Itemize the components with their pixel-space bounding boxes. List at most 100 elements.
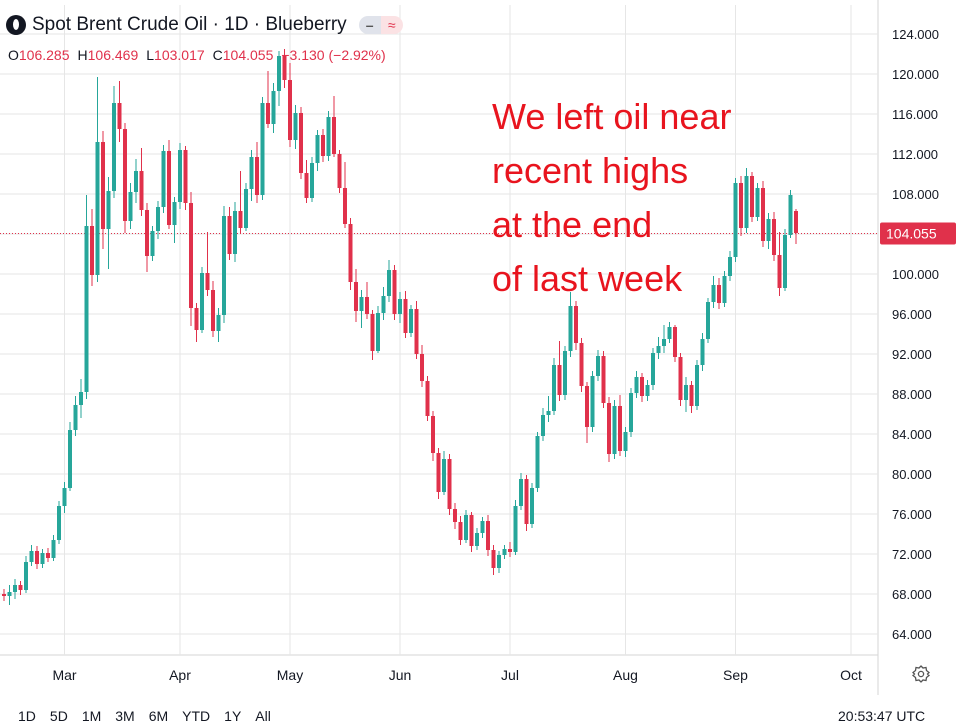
candle-body [590,376,595,427]
candle-body [722,276,727,303]
open-label: O [8,47,19,63]
candle-body [761,188,765,241]
range-toolbar: 1D 5D 1M 3M 6M YTD 1Y All [18,708,271,724]
candle-body [574,306,578,343]
low-value: 103.017 [154,47,205,63]
close-value: 104.055 [222,47,274,63]
symbol-title[interactable]: Spot Brent Crude Oil · 1D · Blueberry [32,14,347,35]
settings-gear-icon[interactable] [912,665,930,683]
candle-body [90,226,94,275]
candle-body [651,353,655,385]
y-tick-label: 68.000 [892,587,932,602]
y-tick-label: 108.000 [892,187,939,202]
range-button-1m[interactable]: 1M [81,708,102,724]
candle-body [436,453,441,492]
candle-body [508,549,512,552]
candle-body [145,210,149,256]
candle-body [453,509,457,522]
candle-body [238,211,243,228]
y-tick-label: 84.000 [892,427,932,442]
oil-drop-icon [6,15,26,35]
range-button-3m[interactable]: 3M [115,708,135,724]
candle-body [733,183,738,257]
change-value: −3.130 (−2.92%) [281,47,386,63]
candle-body [502,549,507,555]
x-tick-label: Mar [52,667,76,683]
candle-body [260,103,265,195]
candle-body [541,415,545,436]
candle-body [695,365,699,406]
range-button-6m[interactable]: 6M [148,708,169,724]
candle-body [156,207,160,231]
candle-body [194,308,199,330]
candle-body [425,381,430,416]
candle-body [486,521,490,550]
minus-icon[interactable]: – [358,16,381,34]
pill-toggle[interactable]: – ≈ [358,16,403,34]
candle-body [535,436,540,488]
candle-body [480,521,485,533]
y-tick-label: 76.000 [892,507,932,522]
open-value: 106.285 [18,47,70,63]
candle-body [491,550,496,568]
y-tick-label: 120.000 [892,67,939,82]
candle-body [183,150,188,203]
candle-body [24,562,28,590]
range-button-all[interactable]: All [255,708,271,724]
candle-body [524,479,529,524]
y-tick-label: 100.000 [892,267,939,282]
candle-body [112,103,116,191]
candle-body [288,80,292,140]
close-label: C [212,47,223,63]
candle-body [172,202,177,225]
candle-body [403,299,408,333]
candle-body [645,385,650,396]
approx-icon[interactable]: ≈ [380,16,403,34]
range-button-1y[interactable]: 1Y [224,708,242,724]
candle-body [618,406,622,451]
candle-body [62,488,67,506]
candle-body [95,142,100,275]
candle-body [557,365,562,395]
candle-body [387,270,391,296]
candle-body [788,195,793,235]
candle-body [678,357,683,400]
x-tick-label: Sep [723,667,748,683]
candle-body [282,56,287,80]
candle-body [200,273,204,330]
candle-body [321,135,325,156]
range-button-5d[interactable]: 5D [49,708,68,724]
candle-body [684,385,688,400]
candle-body [79,392,83,405]
range-button-1d[interactable]: 1D [18,708,36,724]
candle-body [700,339,705,365]
candle-body [167,151,171,225]
candle-body [744,176,749,228]
y-tick-label: 80.000 [892,467,932,482]
candle-body [766,219,771,241]
y-tick-label: 112.000 [892,147,938,162]
candle-body [777,255,782,288]
range-button-ytd[interactable]: YTD [182,708,211,724]
candle-body [750,176,754,217]
low-label: L [146,47,155,63]
candle-body [337,154,342,188]
last-price-label: 104.055 [886,225,937,241]
candle-body [623,432,628,451]
x-tick-label: May [277,667,303,683]
candle-body [178,150,182,202]
candle-body [717,285,721,303]
candle-body [464,515,468,540]
candle-body [546,411,551,415]
candle-body [7,592,12,596]
candle-body [304,173,309,198]
annotation-text: We left oil near recent highs at the end… [492,90,731,306]
candle-body [277,56,281,91]
candle-body [783,235,787,288]
y-tick-label: 88.000 [892,387,932,402]
utc-clock[interactable]: 20:53:47 UTC [838,708,926,724]
candle-body [161,151,166,207]
candle-body [101,142,105,229]
candle-body [29,551,34,562]
